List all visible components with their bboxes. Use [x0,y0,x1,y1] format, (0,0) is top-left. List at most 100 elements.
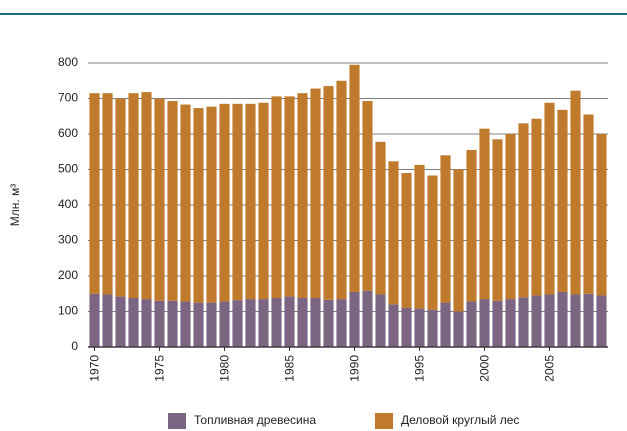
bar-segment [375,141,386,295]
x-tick-label: 1980 [218,355,232,382]
bar-segment [518,297,529,347]
bar-segment [440,155,451,303]
bar-segment [154,300,165,347]
bar-segment [141,92,152,300]
bar-segment [284,96,295,297]
bar-segment [232,103,243,301]
y-tick-label: 700 [58,91,78,105]
x-tick-label: 1995 [413,355,427,382]
bar-segment [141,299,152,347]
bar-segment [375,294,386,347]
bar-segment [466,149,477,302]
bar-segment [544,294,555,347]
bar-segment [128,93,139,299]
bar-segment [245,299,256,347]
bar-segment [310,88,321,299]
bar-segment [336,299,347,347]
bar-segment [401,307,412,347]
bar-segment [596,295,607,347]
bar-segment [570,90,581,295]
bar-segment [479,299,490,347]
legend-swatch [375,413,393,429]
y-tick-label: 0 [71,339,78,353]
bar-segment [258,102,269,300]
x-tick-label: 1990 [348,355,362,382]
bar-segment [583,293,594,347]
x-tick-label: 1985 [283,355,297,382]
bar-segment [427,309,438,347]
y-tick-label: 400 [58,197,78,211]
bar-segment [167,300,178,347]
bar-segment [115,98,126,297]
bar-segment [89,93,100,294]
bar-segment [349,64,360,292]
bar-segment [206,106,217,303]
bar-segment [492,300,503,347]
bar-segment [245,103,256,300]
bar-segment [193,108,204,303]
legend-label: Топливная древесина [194,413,316,427]
bar-segment [284,296,295,347]
bar-segment [544,102,555,295]
bar-segment [167,100,178,301]
bar-segment [102,294,113,347]
y-tick-label: 100 [58,304,78,318]
bar-segment [596,134,607,296]
bar-segment [401,173,412,308]
bar-segment [427,175,438,310]
bar-segment [271,298,282,347]
bar-segment [414,308,425,347]
y-tick-label: 200 [58,268,78,282]
bar-segment [310,298,321,347]
bar-segment [362,100,373,291]
x-tick-label: 1970 [88,355,102,382]
bar-segment [219,301,230,347]
bar-segment [583,114,594,294]
bar-segment [479,128,490,300]
bar-segment [193,302,204,347]
bar-segment [362,290,373,347]
bar-segment [102,93,113,295]
bar-segment [414,164,425,309]
bar-segment [557,109,568,292]
bar-segment [89,293,100,347]
bar-segment [154,98,165,301]
bar-segment [128,298,139,347]
bar-segment [297,298,308,347]
y-axis-label: Млн. м³ [8,184,22,227]
bar-segment [440,302,451,347]
bar-segment [453,311,464,347]
bar-segment [531,118,542,296]
legend-label: Деловой круглый лес [401,413,519,427]
y-tick-label: 800 [58,55,78,69]
bar-segment [336,80,347,300]
x-tick-label: 1975 [153,355,167,382]
bar-segment [557,291,568,347]
legend-swatch [168,413,186,429]
bar-segment [180,301,191,347]
bar-segment [323,299,334,347]
bar-segment [388,304,399,347]
bar-segment [232,300,243,347]
bar-segment [115,296,126,347]
bar-segment [206,302,217,347]
bar-segment [453,169,464,312]
bar-segment [518,123,529,298]
bar-segment [570,294,581,347]
x-tick-label: 2000 [478,355,492,382]
bar-segment [388,161,399,305]
bar-segment [219,103,230,302]
bar-segment [531,295,542,347]
bar-segment [505,299,516,347]
y-tick-label: 300 [58,233,78,247]
bar-segment [466,301,477,347]
bar-segment [297,93,308,299]
bar-segment [180,104,191,302]
bar-segment [323,86,334,300]
y-tick-label: 600 [58,126,78,140]
bar-segment [349,291,360,347]
bar-segment [505,134,516,300]
bar-segment [258,299,269,347]
x-tick-label: 2005 [543,355,557,382]
y-tick-label: 500 [58,162,78,176]
